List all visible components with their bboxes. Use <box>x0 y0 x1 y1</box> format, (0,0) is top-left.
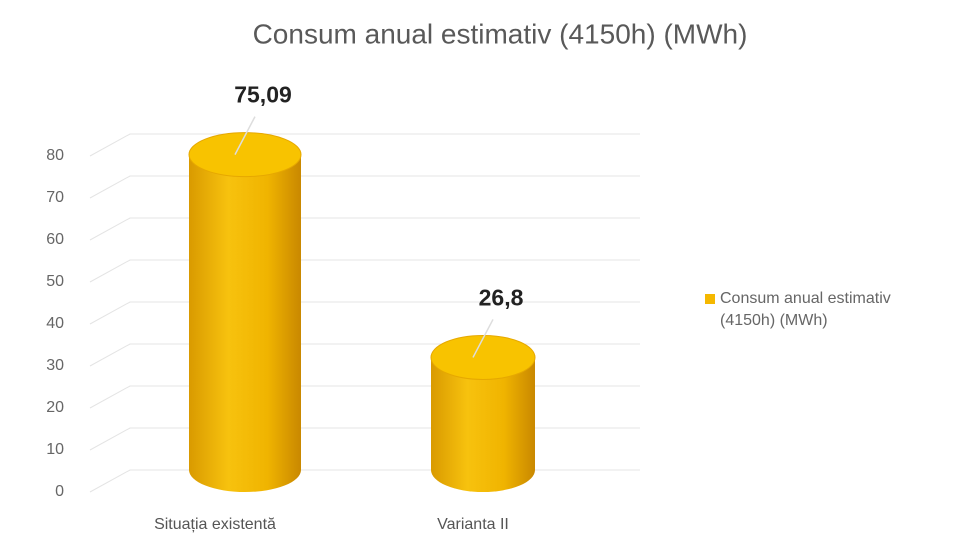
grid-line <box>89 133 640 157</box>
y-tick-label: 20 <box>46 399 64 416</box>
bar <box>189 132 301 492</box>
legend-swatch <box>705 294 715 304</box>
bar-top <box>430 334 536 380</box>
legend: Consum anual estimativ (4150h) (MWh) <box>705 288 895 332</box>
grid-line <box>89 427 640 451</box>
legend-label: Consum anual estimativ (4150h) (MWh) <box>720 290 891 329</box>
y-tick-label: 60 <box>46 231 64 248</box>
y-tick-label: 70 <box>46 189 64 206</box>
y-tick-label: 40 <box>46 315 64 332</box>
grid-line <box>89 259 640 283</box>
grid-line <box>89 217 640 241</box>
y-tick-label: 30 <box>46 357 64 374</box>
x-tick-label: Situația existentă <box>154 516 276 533</box>
bar-top <box>188 132 302 178</box>
x-tick-label: Varianta II <box>437 516 509 533</box>
y-tick-label: 10 <box>46 441 64 458</box>
chart-title: Consum anual estimativ (4150h) (MWh) <box>253 18 748 49</box>
y-tick-label: 80 <box>46 147 64 164</box>
grid-line <box>89 343 640 367</box>
y-tick-label: 50 <box>46 273 64 290</box>
leader-line <box>234 116 256 155</box>
grid-line <box>89 175 640 199</box>
data-label: 75,09 <box>234 82 292 108</box>
grid-line <box>89 469 640 493</box>
leader-line <box>472 319 494 358</box>
y-tick-label: 0 <box>55 483 64 500</box>
grid-line <box>89 301 640 325</box>
data-label: 26,8 <box>479 285 524 311</box>
grid-line <box>89 385 640 409</box>
